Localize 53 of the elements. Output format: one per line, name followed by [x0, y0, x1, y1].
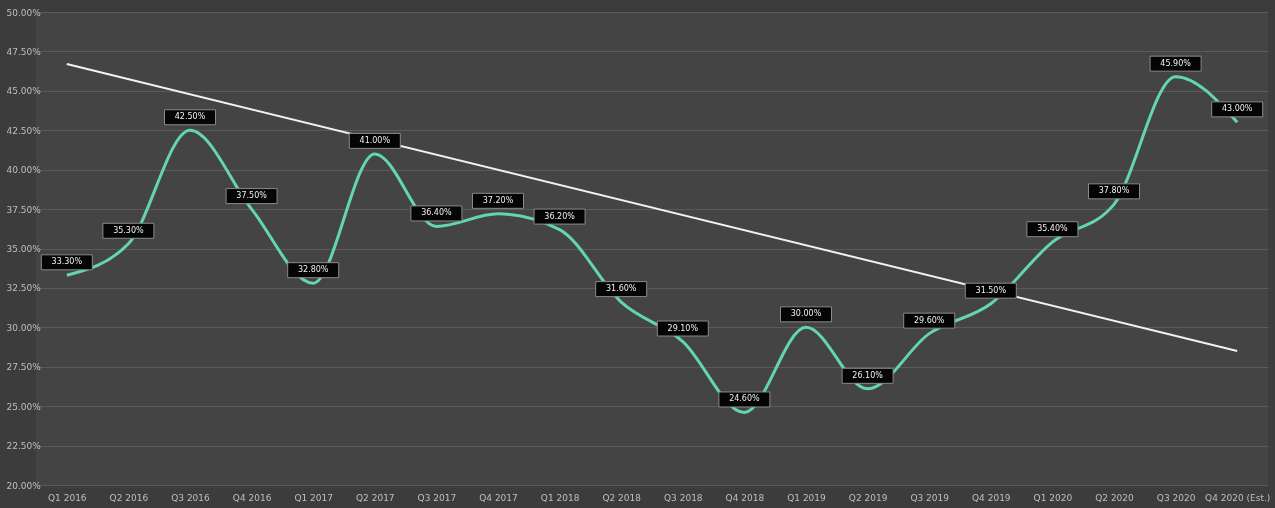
data-label: 36.40% — [421, 208, 453, 218]
y-tick-label: 47.50% — [6, 46, 42, 57]
y-tick-label: 50.00% — [6, 7, 42, 18]
data-label: 26.10% — [852, 370, 884, 380]
x-tick-label: Q4 2020 (Est.) — [1205, 492, 1271, 503]
data-label: 37.50% — [236, 191, 268, 201]
x-tick-label: Q4 2017 — [479, 492, 518, 503]
x-tick-label: Q2 2019 — [848, 492, 888, 503]
x-tick-label: Q1 2017 — [294, 492, 333, 503]
y-tick-label: 27.50% — [6, 362, 42, 373]
x-tick-label: Q4 2018 — [725, 492, 765, 503]
x-tick-label: Q2 2018 — [602, 492, 642, 503]
y-tick-label: 30.00% — [6, 322, 42, 333]
data-label: 31.60% — [605, 284, 637, 294]
data-label: 35.40% — [1037, 224, 1069, 234]
x-tick-label: Q1 2018 — [540, 492, 580, 503]
x-tick-label: Q2 2020 — [1095, 492, 1135, 503]
data-label: 36.20% — [544, 211, 576, 221]
y-tick-label: 20.00% — [6, 480, 42, 491]
y-tick-label: 37.50% — [6, 204, 42, 215]
data-label: 29.60% — [913, 315, 945, 325]
x-tick-label: Q1 2020 — [1033, 492, 1073, 503]
y-tick-label: 42.50% — [6, 125, 42, 136]
data-label: 37.20% — [482, 195, 514, 205]
x-tick-label: Q3 2018 — [664, 492, 703, 503]
data-label: 42.50% — [174, 112, 206, 122]
data-label: 45.90% — [1160, 58, 1192, 68]
x-tick-label: Q3 2019 — [910, 492, 950, 503]
data-label: 29.10% — [667, 323, 699, 333]
data-label: 37.80% — [1098, 186, 1130, 196]
data-label: 41.00% — [359, 135, 391, 145]
data-label: 33.30% — [51, 257, 83, 267]
y-tick-label: 40.00% — [6, 165, 42, 176]
x-tick-label: Q3 2017 — [417, 492, 457, 503]
data-label: 35.30% — [113, 225, 145, 235]
x-tick-label: Q1 2016 — [48, 492, 87, 503]
data-label: 32.80% — [297, 265, 329, 275]
x-tick-label: Q3 2016 — [171, 492, 211, 503]
x-tick-label: Q2 2017 — [356, 492, 395, 503]
y-tick-label: 22.50% — [6, 441, 42, 452]
x-tick-label: Q3 2020 — [1156, 492, 1196, 503]
x-tick-label: Q4 2016 — [232, 492, 272, 503]
y-tick-label: 25.00% — [6, 401, 42, 412]
data-label: 30.00% — [790, 309, 822, 319]
y-tick-label: 32.50% — [6, 283, 42, 294]
data-label: 31.50% — [975, 285, 1007, 295]
y-tick-label: 35.00% — [6, 244, 42, 254]
data-label: 24.60% — [729, 394, 761, 404]
x-tick-label: Q1 2019 — [787, 492, 827, 503]
x-tick-label: Q4 2019 — [972, 492, 1011, 503]
data-label: 43.00% — [1221, 104, 1253, 114]
x-tick-label: Q2 2016 — [109, 492, 149, 503]
y-tick-label: 45.00% — [6, 86, 42, 97]
